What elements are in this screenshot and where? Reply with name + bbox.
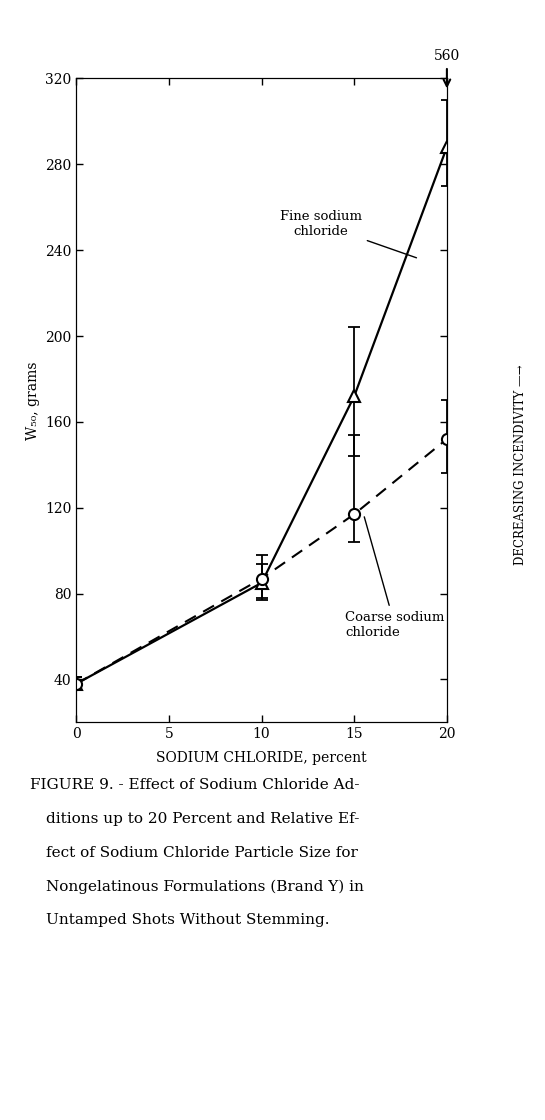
Text: Nongelatinous Formulations (Brand Y) in: Nongelatinous Formulations (Brand Y) in [46,879,364,894]
Text: Fine sodium
chloride: Fine sodium chloride [280,211,416,258]
Text: Coarse sodium
chloride: Coarse sodium chloride [345,516,444,638]
Text: Untamped Shots Without Stemming.: Untamped Shots Without Stemming. [46,913,330,927]
Text: ditions up to 20 Percent and Relative Ef-: ditions up to 20 Percent and Relative Ef… [46,812,360,827]
Text: DECREASING INCENDIVITY —→: DECREASING INCENDIVITY —→ [514,364,527,566]
Text: fect of Sodium Chloride Particle Size for: fect of Sodium Chloride Particle Size fo… [46,846,358,860]
X-axis label: SODIUM CHLORIDE, percent: SODIUM CHLORIDE, percent [156,752,367,765]
Y-axis label: W₅₀, grams: W₅₀, grams [26,361,39,440]
Text: 560: 560 [434,49,460,86]
Text: FIGURE 9. - Effect of Sodium Chloride Ad-: FIGURE 9. - Effect of Sodium Chloride Ad… [30,778,360,793]
